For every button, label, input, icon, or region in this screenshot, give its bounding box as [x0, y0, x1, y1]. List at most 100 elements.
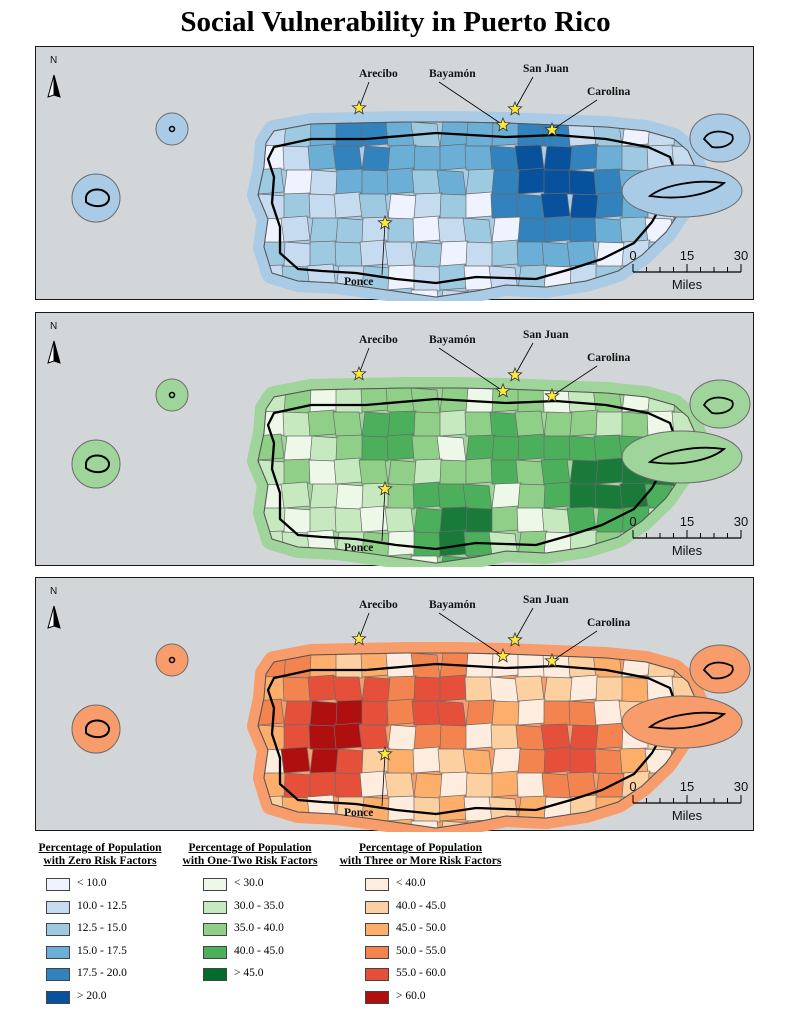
municipality	[307, 674, 337, 702]
municipality	[309, 748, 340, 774]
legend-item: > 20.0	[35, 990, 165, 1014]
municipality	[517, 122, 545, 147]
municipality	[619, 216, 649, 243]
scale-unit: Miles	[672, 277, 703, 292]
city-star-icon	[495, 116, 511, 132]
municipality	[387, 144, 417, 171]
municipality	[462, 483, 493, 511]
leader-line	[358, 81, 370, 109]
page-title: Social Vulnerability in Puerto Rico	[180, 6, 611, 38]
culebra-island	[702, 130, 734, 149]
municipality	[412, 215, 441, 243]
culebra-island-buffer	[689, 379, 751, 429]
municipality	[595, 676, 624, 702]
island-coast	[257, 652, 697, 829]
municipality	[309, 700, 339, 728]
city-star-icon	[507, 366, 523, 382]
municipality	[516, 772, 545, 798]
municipality	[595, 722, 625, 750]
municipality	[413, 723, 443, 750]
municipality	[309, 388, 338, 413]
city-label-bayamon: Bayamón	[429, 599, 476, 611]
municipality	[361, 169, 389, 196]
city-label-san_juan: San Juan	[523, 594, 569, 606]
municipality	[491, 747, 522, 774]
legend-swatch	[365, 878, 389, 891]
city-label-arecibo: Arecibo	[359, 599, 398, 611]
municipality	[358, 724, 389, 750]
legend-item: 17.5 - 20.0	[35, 967, 165, 991]
municipality	[308, 724, 337, 751]
city-label-arecibo: Arecibo	[359, 334, 398, 346]
municipality	[465, 722, 493, 750]
municipality	[569, 724, 600, 751]
municipality	[619, 482, 649, 509]
municipality	[308, 193, 337, 220]
legend-swatch	[365, 900, 389, 914]
city-label-carolina: Carolina	[587, 352, 630, 364]
city-label-ponce: Ponce	[344, 276, 373, 288]
legend-items: < 30.0 30.0 - 35.0 35.0 - 40.0 40.0 - 45.0 >…	[175, 877, 325, 991]
leader-line	[381, 753, 386, 807]
municipality	[332, 411, 363, 437]
legend-title: Percentage of Population with Three or M…	[339, 842, 502, 867]
municipality	[413, 192, 443, 219]
municipality	[516, 507, 545, 533]
municipality	[385, 122, 415, 147]
municipality	[543, 215, 572, 243]
city-star-icon	[495, 382, 511, 398]
legend-title: Percentage of Population with One-Two Ri…	[182, 842, 318, 867]
legend-three-plus-risk: Percentage of Population with Three or M…	[333, 842, 508, 1013]
legend-item: 35.0 - 40.0	[175, 922, 325, 946]
legend-swatch	[46, 878, 70, 891]
legend-label: 10.0 - 12.5	[77, 899, 127, 912]
municipality	[334, 241, 363, 268]
municipality	[464, 676, 493, 702]
municipality	[309, 653, 338, 678]
city-star-icon	[351, 630, 367, 646]
municipality	[335, 168, 364, 195]
municipality	[491, 169, 521, 196]
municipality	[489, 145, 519, 173]
scale-tick-label: 30	[734, 514, 748, 529]
municipality	[439, 674, 467, 702]
city-star-icon	[351, 99, 367, 115]
municipality	[283, 700, 314, 726]
municipality	[569, 674, 599, 702]
scale-tick-label: 15	[680, 514, 694, 529]
municipality	[282, 676, 311, 703]
vieques-island-buffer	[621, 695, 743, 749]
legend-item: 55.0 - 60.0	[333, 967, 508, 991]
north-arrow-icon	[47, 605, 55, 629]
leader-line	[551, 99, 598, 131]
municipality	[465, 699, 496, 726]
municipality	[568, 435, 597, 463]
municipality	[569, 217, 597, 243]
municipality	[335, 434, 364, 461]
legend-item: 12.5 - 15.0	[35, 922, 165, 946]
desecheo-island-buffer	[155, 378, 189, 412]
municipality	[384, 507, 415, 533]
municipality	[439, 459, 468, 486]
scale-tick-label: 30	[734, 248, 748, 263]
municipality	[543, 676, 574, 703]
municipality	[335, 653, 363, 679]
municipality	[621, 289, 652, 297]
legend-item: 15.0 - 17.5	[35, 945, 165, 969]
municipality	[595, 145, 624, 171]
municipality	[309, 122, 338, 147]
municipality	[595, 457, 625, 485]
city-star-icon	[544, 387, 560, 403]
municipality	[437, 217, 467, 243]
municipality	[283, 723, 311, 750]
city-label-carolina: Carolina	[587, 86, 630, 98]
legend-title: Percentage of Population with Zero Risk …	[38, 842, 162, 867]
municipality	[543, 746, 572, 774]
city-label-arecibo: Arecibo	[359, 68, 398, 80]
municipality	[517, 433, 546, 461]
municipality	[335, 483, 365, 511]
municipality	[385, 653, 415, 678]
municipality	[280, 746, 311, 774]
legend-swatch	[46, 900, 70, 914]
municipality	[568, 700, 597, 728]
